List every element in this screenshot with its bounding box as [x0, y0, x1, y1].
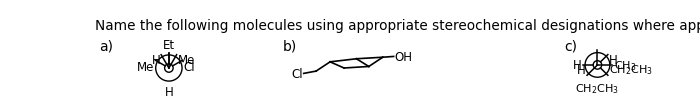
- Text: CH$_2$CH$_3$: CH$_2$CH$_3$: [609, 63, 653, 77]
- Text: H: H: [578, 64, 586, 77]
- Text: Et: Et: [163, 39, 175, 52]
- Text: CH$_3$: CH$_3$: [614, 58, 636, 72]
- Text: b): b): [283, 39, 297, 53]
- Text: H: H: [164, 85, 174, 98]
- Text: Name the following molecules using appropriate stereochemical designations where: Name the following molecules using appro…: [95, 19, 700, 33]
- Text: H: H: [573, 59, 581, 72]
- Text: Cl: Cl: [291, 67, 303, 80]
- Text: CH$_2$CH$_3$: CH$_2$CH$_3$: [575, 81, 620, 95]
- Text: H: H: [609, 54, 617, 67]
- Text: H: H: [152, 54, 160, 67]
- Text: Cl: Cl: [183, 60, 195, 73]
- Text: a): a): [99, 39, 113, 53]
- Text: Me: Me: [136, 60, 154, 73]
- Text: Me: Me: [177, 54, 195, 67]
- Text: OH: OH: [394, 51, 412, 63]
- Text: c): c): [564, 39, 577, 53]
